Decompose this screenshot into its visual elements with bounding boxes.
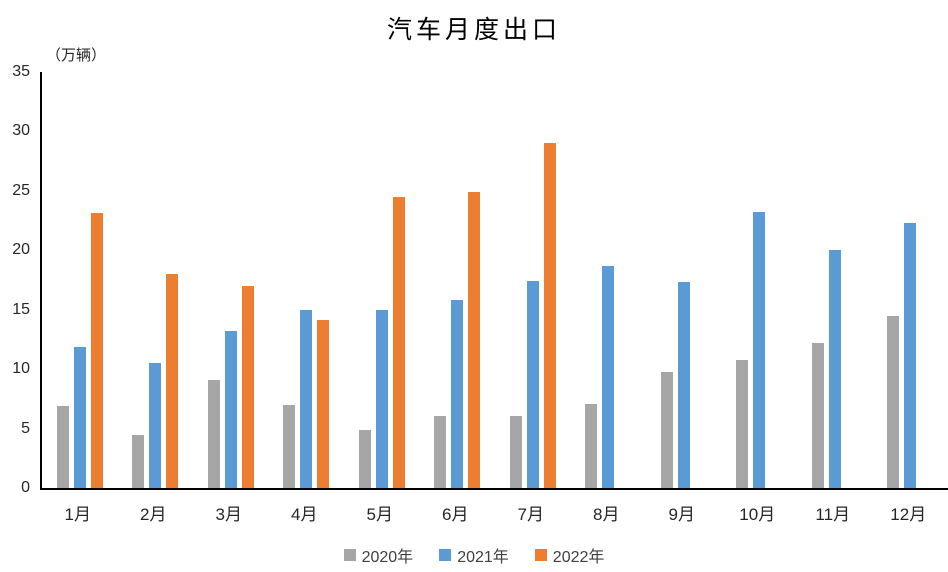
y-tick-label-0: 0 [21, 479, 30, 496]
y-tick-label-30: 30 [12, 122, 30, 140]
bar-2021年-2月 [149, 363, 162, 488]
bar-2022年-3月 [241, 285, 254, 488]
x-axis-label-4月: 4月 [291, 505, 318, 524]
y-tick-label-15: 15 [12, 300, 30, 318]
bar-2020年-5月 [358, 429, 371, 488]
legend-item-2020年: 2020年 [343, 543, 414, 567]
bar-2021年-12月 [904, 222, 917, 488]
bar-2022年-6月 [468, 192, 481, 488]
bar-2020年-12月 [887, 315, 900, 488]
legend-swatch-icon [343, 549, 356, 561]
y-tick-label-5: 5 [21, 419, 30, 437]
x-axis-label-9月: 9月 [668, 505, 695, 524]
x-axis-label-1月: 1月 [64, 505, 91, 524]
bar-group-7月 [495, 72, 571, 488]
y-tick-label-35: 35 [12, 63, 30, 80]
x-axis-label-11月: 11月 [815, 505, 851, 524]
legend-label: 2021年 [457, 549, 509, 566]
bar-2020年-10月 [736, 359, 749, 488]
bar-2021年-10月 [753, 212, 766, 488]
bar-group-11月 [797, 72, 873, 488]
bar-2020年-9月 [660, 371, 673, 488]
y-tick-label-20: 20 [12, 241, 30, 259]
bar-2020年-2月 [132, 434, 145, 488]
bar-2021年-8月 [602, 265, 615, 488]
x-axis-label-8月: 8月 [593, 505, 620, 524]
bar-group-5月 [344, 72, 420, 488]
chart-title: 汽车月度出口 [386, 15, 561, 44]
x-axis-label-12月: 12月 [890, 505, 927, 524]
x-axis-label-10月: 10月 [739, 505, 776, 524]
bar-2020年-8月 [585, 403, 598, 488]
legend-item-2022年: 2022年 [534, 543, 605, 567]
y-axis-tick-labels: 0 5 10 15 20 25 30 35 [0, 63, 30, 496]
x-axis-labels: 1月 2月 3月 4月 5月 6月 7月 8月 9月 10月 11月 12月 [40, 500, 946, 525]
bar-group-4月 [269, 72, 345, 488]
legend-swatch-icon [439, 549, 452, 561]
bar-group-10月 [722, 72, 798, 488]
bar-2021年-11月 [828, 250, 841, 488]
legend-item-2021年: 2021年 [439, 543, 509, 567]
bar-group-8月 [571, 72, 647, 488]
legend: 2020年 2021年 2022年 [0, 543, 948, 567]
x-axis-label-3月: 3月 [215, 505, 242, 524]
legend-label: 2020年 [361, 549, 414, 566]
plot-area [40, 72, 948, 490]
bar-2021年-4月 [300, 309, 313, 488]
y-tick-label-25: 25 [12, 181, 30, 199]
bar-2022年-7月 [543, 143, 556, 488]
x-axis-label-7月: 7月 [517, 505, 544, 524]
bar-2020年-11月 [811, 343, 824, 488]
x-axis-label-2月: 2月 [140, 505, 167, 524]
bar-2022年-2月 [166, 274, 179, 488]
bar-2020年-3月 [207, 379, 220, 488]
bar-group-3月 [193, 72, 269, 488]
bar-group-9月 [646, 72, 722, 488]
bar-2021年-6月 [451, 300, 464, 488]
bar-2020年-7月 [509, 415, 522, 488]
bar-2022年-5月 [392, 196, 405, 488]
bar-2020年-4月 [283, 404, 296, 488]
bar-2020年-6月 [434, 415, 447, 488]
x-axis-label-6月: 6月 [442, 505, 469, 524]
y-tick-label-10: 10 [12, 360, 30, 378]
bar-2021年-5月 [375, 309, 388, 488]
bar-group-12月 [873, 72, 948, 488]
bar-2021年-1月 [73, 346, 86, 488]
bar-2022年-1月 [90, 213, 103, 488]
bar-2022年-4月 [317, 320, 330, 488]
bar-group-2月 [118, 72, 194, 488]
bar-2020年-1月 [56, 406, 69, 488]
legend-swatch-icon [534, 549, 547, 561]
x-axis-label-5月: 5月 [366, 505, 393, 524]
bar-2021年-3月 [224, 331, 237, 488]
bar-group-6月 [420, 72, 496, 488]
bar-2021年-7月 [526, 281, 539, 488]
legend-label: 2022年 [552, 549, 605, 566]
bar-2021年-9月 [677, 282, 690, 488]
y-axis-unit-label: （万辆） [46, 47, 107, 64]
bar-group-1月 [42, 72, 118, 488]
